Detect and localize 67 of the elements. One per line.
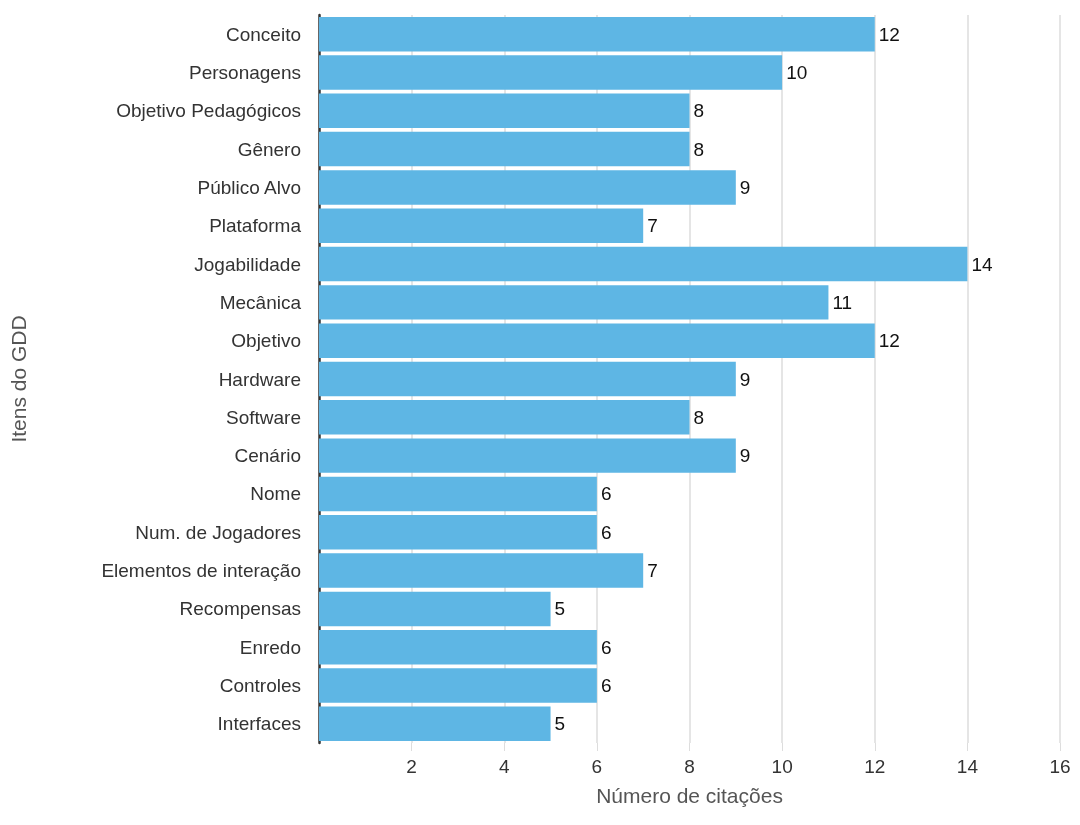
y-tick-label: Público Alvo [197,176,301,198]
y-tick-label: Conceito [226,23,301,45]
bar [319,629,597,665]
data-label: 6 [600,483,612,505]
data-label: 12 [878,330,900,352]
y-tick-label: Elementos de interação [101,560,301,582]
x-tick-label: 6 [591,756,603,777]
bar [319,208,644,243]
bar [319,246,968,282]
bar [319,170,736,205]
x-tick-label: 14 [956,756,979,777]
data-label: 8 [693,100,705,122]
data-label: 9 [739,176,751,198]
bar [319,16,875,52]
data-label: 9 [739,368,751,390]
data-label: 7 [647,560,658,582]
x-tick-label: 12 [864,756,886,777]
bar [319,400,690,435]
x-tick-label: 2 [406,756,417,777]
x-tick-label: 10 [771,756,793,777]
y-tick-label: Jogabilidade [194,253,301,275]
data-label: 8 [693,406,705,428]
y-tick-label: Gênero [237,138,301,160]
y-tick-label: Objetivo [231,330,301,352]
y-axis-title: Itens do GDD [7,315,30,443]
data-label: 10 [786,61,808,83]
data-label: 8 [693,138,705,160]
y-tick-label: Cenário [234,445,301,467]
x-tick-label: 8 [684,756,695,777]
y-tick-label: Enredo [239,636,301,658]
x-tick-label: 16 [1049,756,1071,777]
data-label: 5 [554,713,566,735]
y-tick-label: Controles [219,675,301,697]
data-label: 12 [878,23,900,45]
y-tick-label: Hardware [218,368,301,390]
data-label: 6 [600,675,612,697]
x-tick-label: 4 [498,756,510,777]
bar [319,553,644,588]
x-axis-title: Número de citações [596,784,783,807]
bar [319,131,690,167]
y-tick-label: Objetivo Pedagógicos [116,100,301,122]
bar [319,668,597,703]
data-label: 14 [971,253,993,275]
y-tick-label: Recompensas [179,598,301,620]
bar [319,515,597,550]
data-label: 7 [647,215,658,237]
bar [319,55,783,90]
data-label: 5 [554,598,566,620]
bar [319,323,875,358]
y-tick-label: Plataforma [209,215,302,237]
data-label: 6 [600,636,612,658]
bar [319,438,736,473]
bar [319,591,551,627]
y-tick-label: Interfaces [217,713,301,735]
bar [319,361,736,397]
y-tick-label: Num. de Jogadores [135,521,301,543]
y-tick-label: Software [226,406,301,428]
bar [319,285,829,320]
bar [319,93,690,129]
y-tick-label: Personagens [189,61,301,83]
data-label: 11 [832,291,853,313]
y-tick-label: Nome [250,483,301,505]
data-label: 9 [739,445,751,467]
bar [319,476,597,512]
y-tick-label: Mecânica [219,291,302,313]
data-label: 6 [600,521,612,543]
bar [319,706,551,742]
